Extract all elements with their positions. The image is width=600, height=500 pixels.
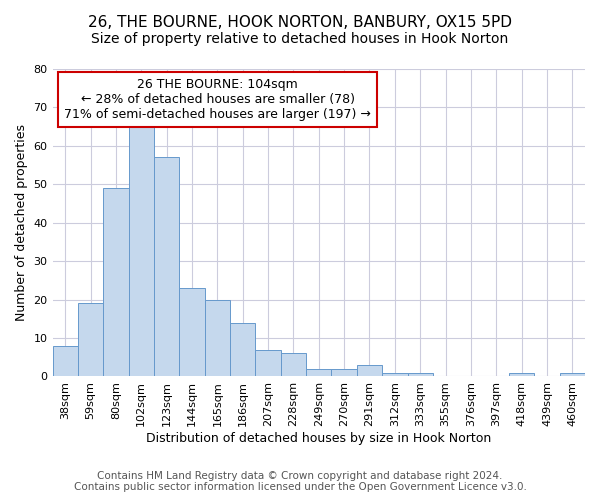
Text: Size of property relative to detached houses in Hook Norton: Size of property relative to detached ho… (91, 32, 509, 46)
Bar (53, 346, 78, 376)
Bar (509, 372, 534, 376)
Text: Contains HM Land Registry data © Crown copyright and database right 2024.
Contai: Contains HM Land Registry data © Crown c… (74, 471, 526, 492)
Bar (78, 304, 103, 376)
Bar (230, 322, 256, 376)
Bar (205, 300, 230, 376)
Text: 26 THE BOURNE: 104sqm
← 28% of detached houses are smaller (78)
71% of semi-deta: 26 THE BOURNE: 104sqm ← 28% of detached … (64, 78, 371, 121)
Bar (357, 365, 382, 376)
Y-axis label: Number of detached properties: Number of detached properties (15, 124, 28, 321)
Bar (331, 369, 357, 376)
Bar (382, 372, 407, 376)
Bar (128, 126, 154, 376)
Bar (306, 369, 331, 376)
Bar (407, 372, 433, 376)
Bar (154, 158, 179, 376)
Bar (281, 354, 306, 376)
Bar (560, 372, 585, 376)
Bar (179, 288, 205, 376)
Text: 26, THE BOURNE, HOOK NORTON, BANBURY, OX15 5PD: 26, THE BOURNE, HOOK NORTON, BANBURY, OX… (88, 15, 512, 30)
Bar (103, 188, 128, 376)
X-axis label: Distribution of detached houses by size in Hook Norton: Distribution of detached houses by size … (146, 432, 491, 445)
Bar (256, 350, 281, 376)
